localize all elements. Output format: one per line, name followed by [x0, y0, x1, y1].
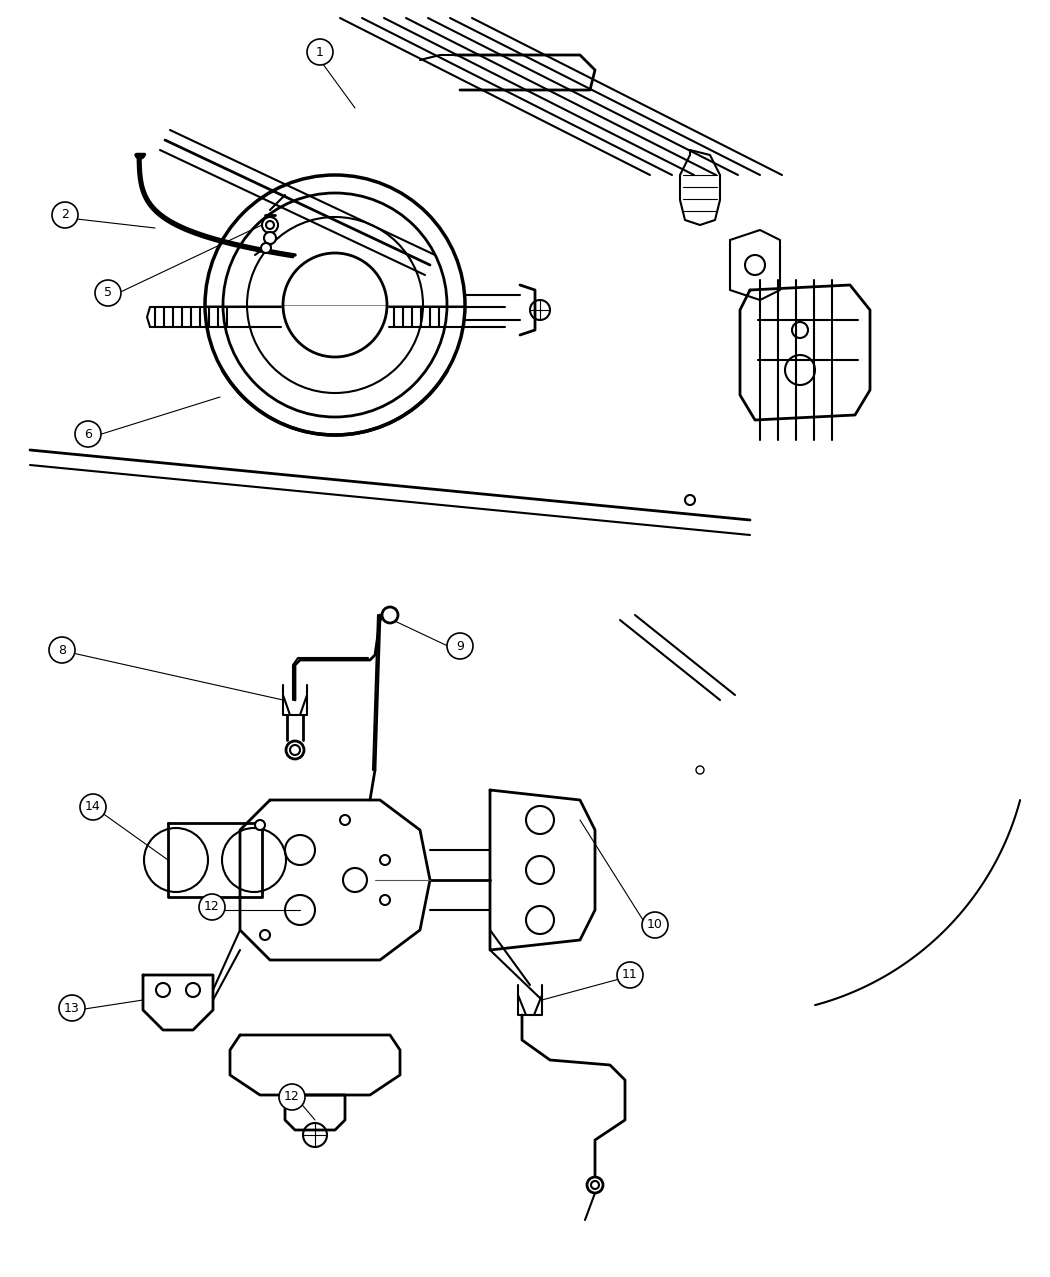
Circle shape	[59, 995, 85, 1022]
Circle shape	[255, 820, 265, 830]
Text: 12: 12	[204, 900, 219, 913]
Circle shape	[49, 637, 75, 663]
Circle shape	[382, 607, 398, 623]
Text: 11: 11	[622, 968, 638, 982]
Text: 9: 9	[456, 640, 464, 653]
Circle shape	[94, 280, 121, 306]
Text: 2: 2	[61, 208, 69, 221]
Text: 5: 5	[104, 286, 112, 300]
Circle shape	[447, 633, 473, 659]
Text: 14: 14	[85, 801, 101, 813]
Circle shape	[286, 741, 304, 759]
Circle shape	[52, 202, 78, 229]
Circle shape	[262, 217, 278, 232]
Text: 13: 13	[64, 1001, 80, 1014]
Text: 8: 8	[58, 644, 66, 656]
Circle shape	[340, 815, 350, 825]
Text: 12: 12	[285, 1091, 300, 1103]
Text: 6: 6	[84, 428, 92, 441]
Circle shape	[264, 232, 276, 244]
Circle shape	[617, 962, 643, 988]
Circle shape	[380, 895, 390, 905]
Circle shape	[380, 856, 390, 865]
Circle shape	[642, 912, 668, 939]
Text: 1: 1	[316, 46, 324, 59]
Circle shape	[261, 243, 271, 253]
Circle shape	[587, 1177, 603, 1193]
Circle shape	[260, 930, 270, 940]
Circle shape	[80, 794, 106, 820]
Circle shape	[75, 421, 101, 447]
Circle shape	[200, 894, 225, 919]
Circle shape	[279, 1084, 304, 1110]
Text: 10: 10	[647, 918, 663, 931]
Circle shape	[307, 40, 333, 65]
